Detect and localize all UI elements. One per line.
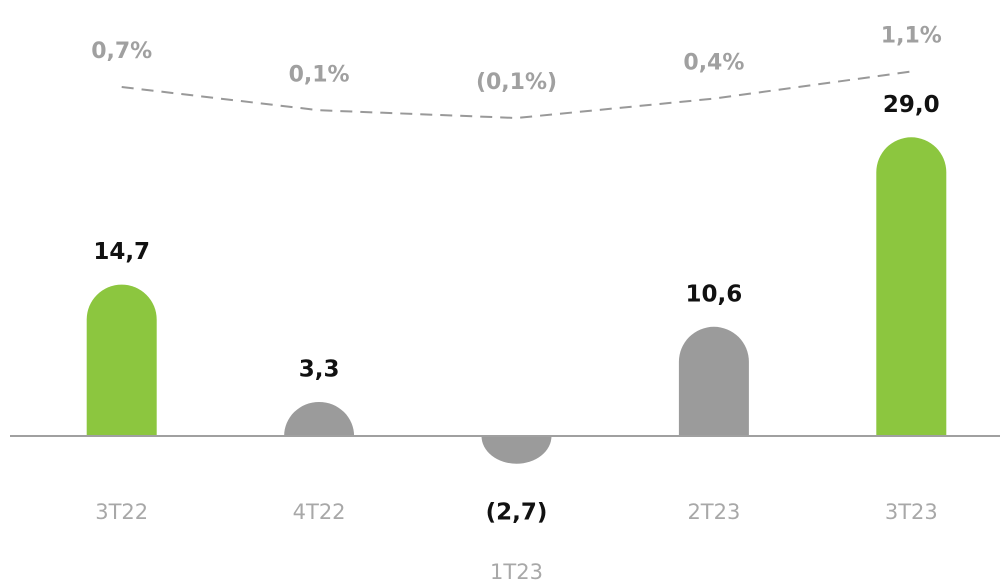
bar [876,137,947,436]
x-tick-label: 3T23 [885,500,938,524]
bar [481,435,552,464]
bar [678,326,749,436]
bar-value-label: 29,0 [883,92,940,118]
line-value-label: 1,1% [881,24,942,49]
line-value-label: 0,1% [289,62,350,87]
line-value-label: 0,4% [683,51,744,76]
line-value-label: (0,1%) [476,70,557,95]
bar-value-label: (2,7) [486,499,548,525]
bar-value-label: 3,3 [299,356,340,382]
bar [284,401,355,436]
trend-line [121,70,912,120]
bar-value-label: 10,6 [686,281,743,307]
bar [86,284,157,436]
line-value-label: 0,7% [91,39,152,64]
x-tick-label: 4T22 [293,500,346,524]
x-tick-label: 1T23 [490,560,543,584]
x-tick-label: 3T22 [95,500,148,524]
bar-value-label: 14,7 [93,239,150,265]
x-tick-label: 2T23 [687,500,740,524]
